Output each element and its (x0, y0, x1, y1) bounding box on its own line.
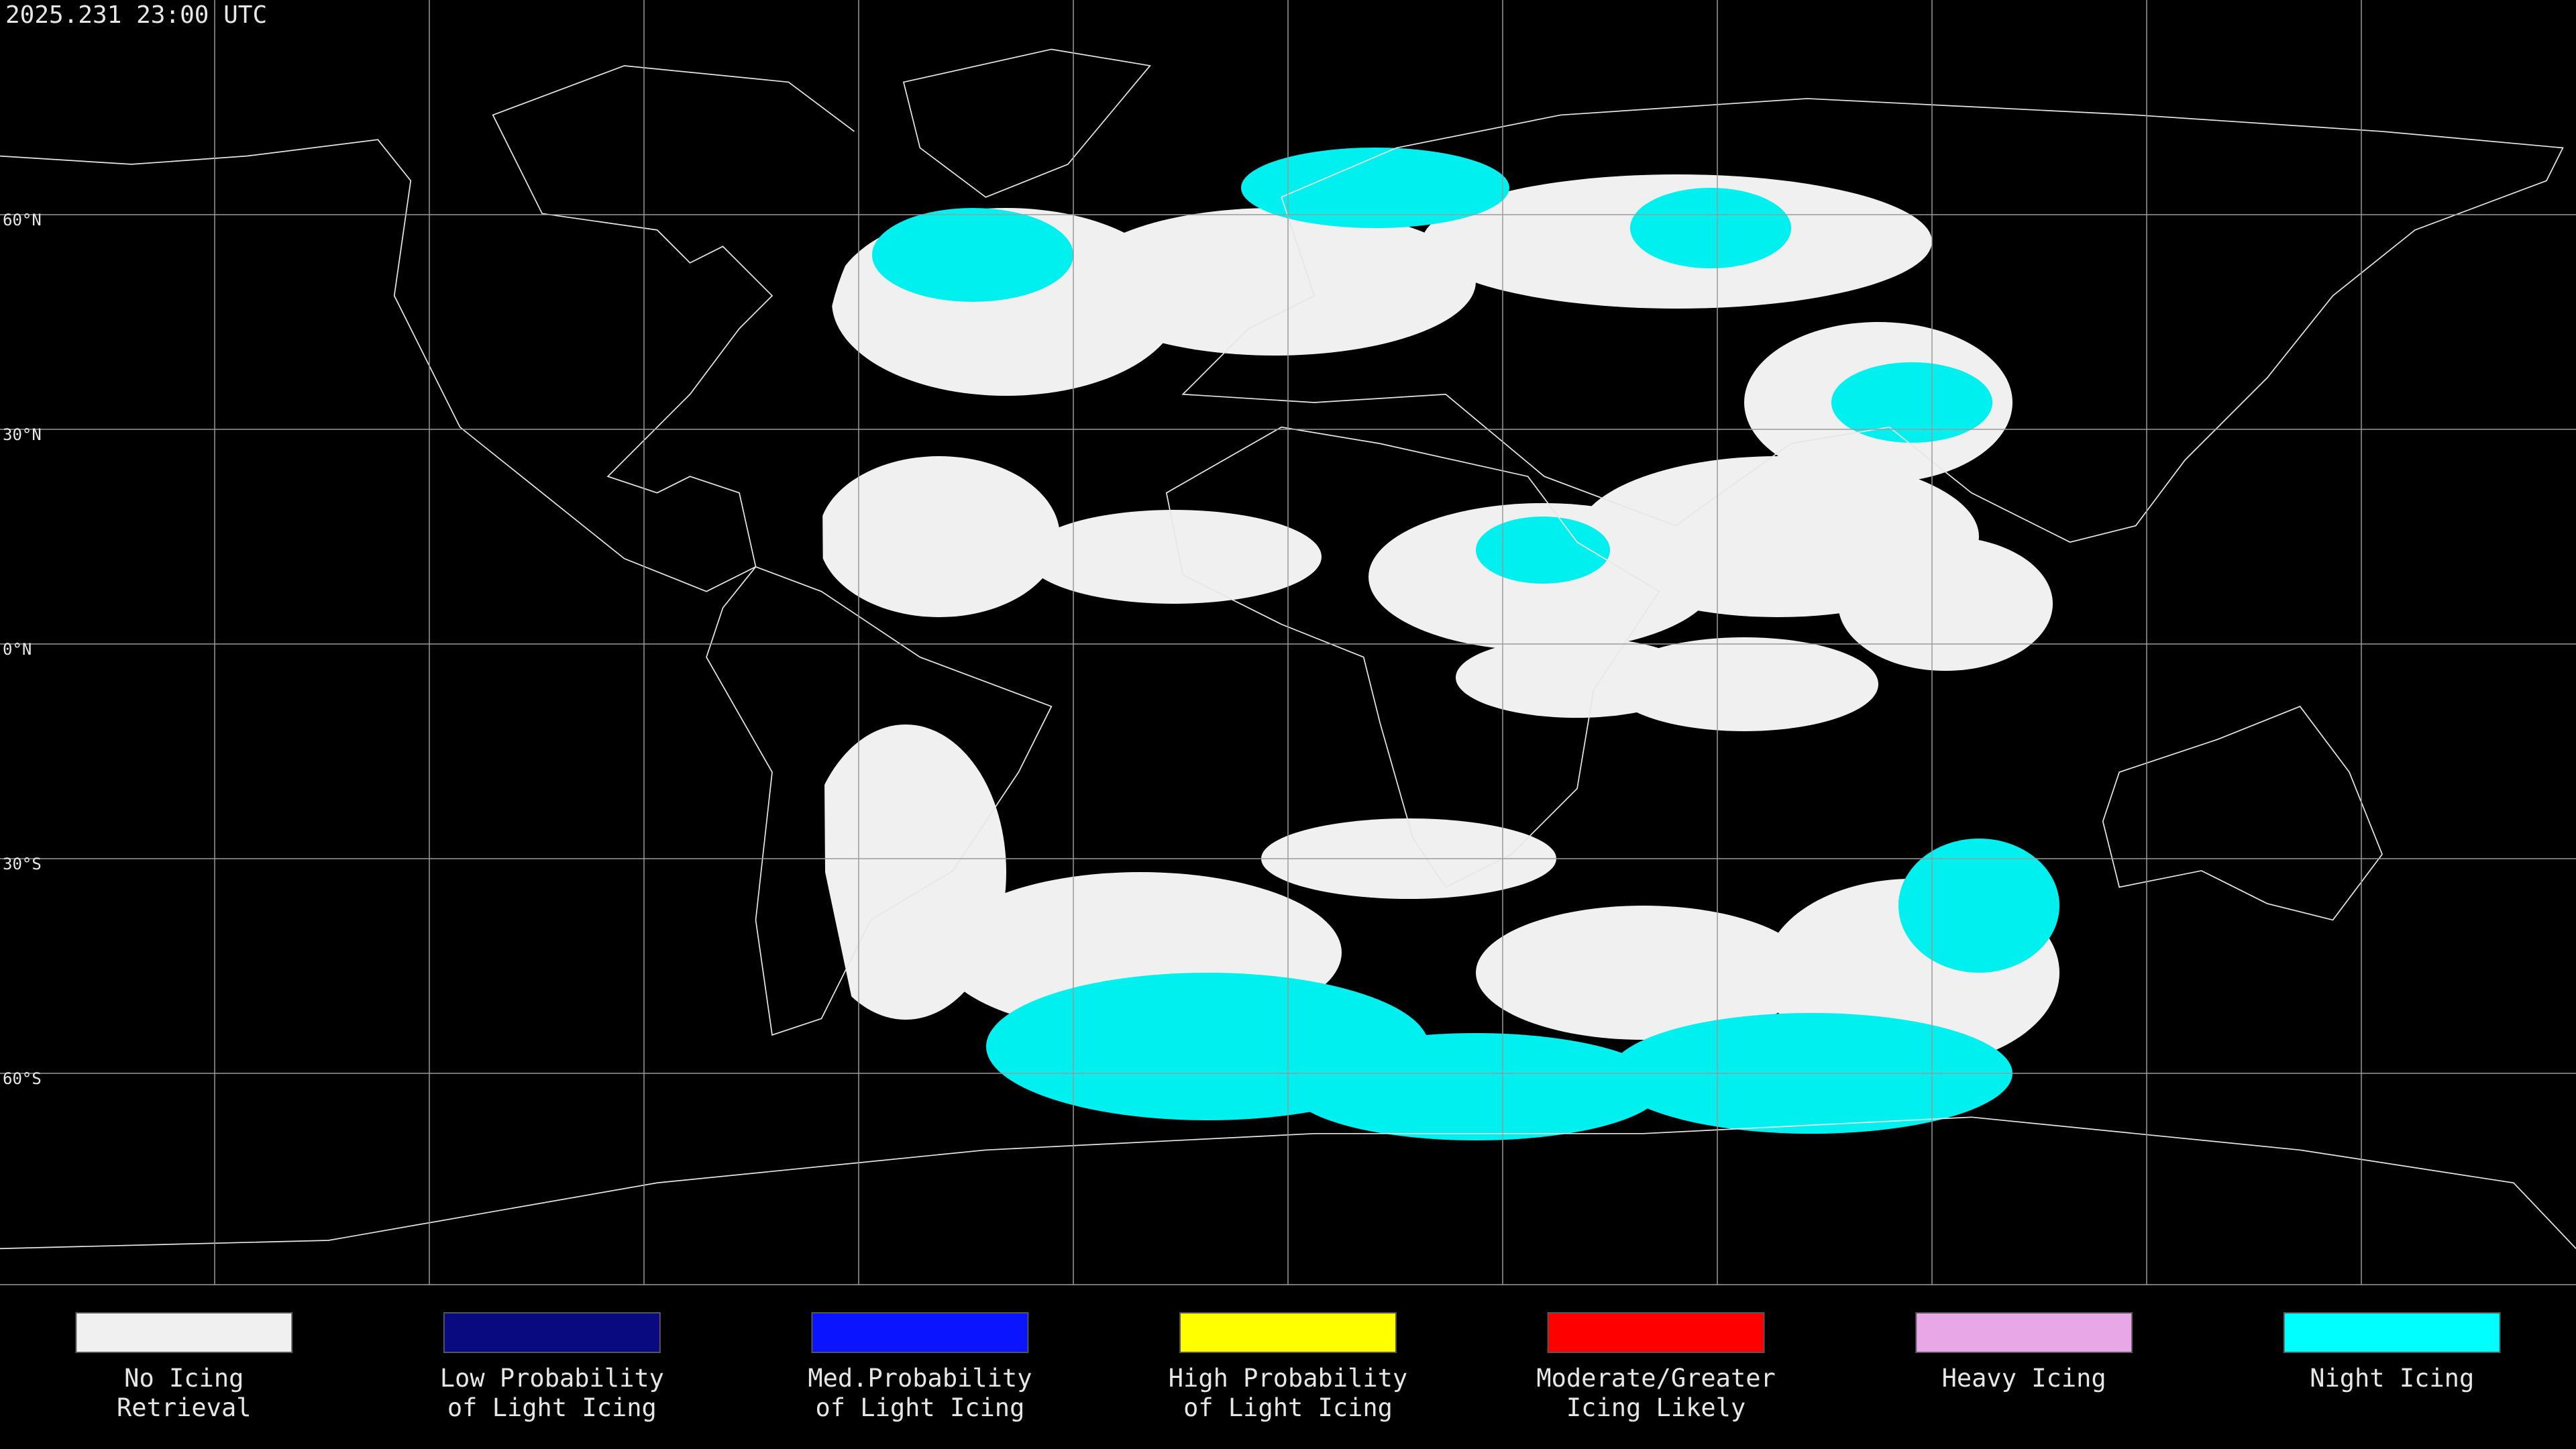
legend-label: Retrieval (117, 1393, 251, 1422)
legend-label: High Probability (1169, 1364, 1407, 1393)
graticule (0, 0, 2576, 1285)
legend-label: Night Icing (2310, 1364, 2474, 1393)
latitude-label: 30°S (3, 855, 42, 873)
legend-label: Moderate/Greater (1536, 1364, 1775, 1393)
latitude-labels: 60°N 30°N 0°N 30°S 60°S (3, 211, 42, 1088)
legend-swatch (75, 1312, 293, 1353)
legend-label: Icing Likely (1566, 1393, 1746, 1422)
timestamp: 2025.231 23:00 UTC (5, 1, 267, 29)
legend-swatch (1915, 1312, 2133, 1353)
legend-swatch (1547, 1312, 1765, 1353)
legend-swatch (443, 1312, 661, 1353)
legend-swatch (2283, 1312, 2501, 1353)
legend-swatch (811, 1312, 1029, 1353)
legend-label: of Light Icing (815, 1393, 1024, 1422)
legend-label: Low Probability (440, 1364, 664, 1393)
legend-label: Med.Probability (808, 1364, 1032, 1393)
legend-label: No Icing (124, 1364, 244, 1393)
legend-swatch (1179, 1312, 1397, 1353)
legend-label: of Light Icing (447, 1393, 657, 1422)
coastlines (0, 48, 2576, 1250)
legend-label: Heavy Icing (1942, 1364, 2106, 1393)
legend-label: of Light Icing (1183, 1393, 1393, 1422)
latitude-label: 30°N (3, 425, 42, 444)
latitude-label: 0°N (3, 640, 32, 659)
latitude-label: 60°S (3, 1069, 42, 1088)
latitude-label: 60°N (3, 211, 42, 229)
